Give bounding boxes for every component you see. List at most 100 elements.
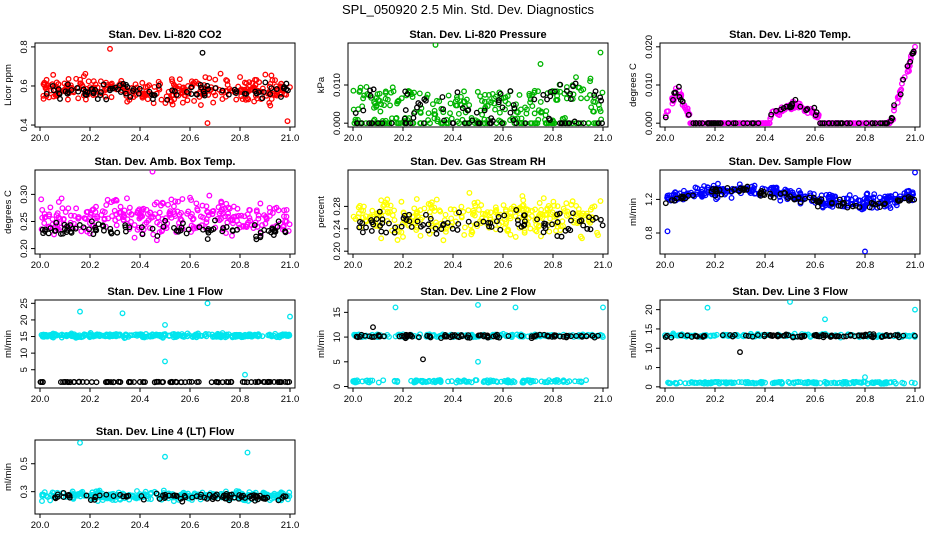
data-point bbox=[117, 491, 124, 498]
data-point bbox=[204, 208, 211, 215]
data-point bbox=[498, 378, 505, 385]
data-point bbox=[189, 333, 196, 340]
data-point bbox=[72, 225, 79, 232]
data-point bbox=[886, 379, 893, 386]
data-point bbox=[743, 186, 750, 193]
data-point bbox=[151, 201, 158, 208]
data-point bbox=[772, 188, 779, 194]
data-point bbox=[684, 108, 691, 115]
data-point bbox=[401, 115, 408, 122]
data-point bbox=[197, 102, 204, 109]
data-point bbox=[172, 213, 179, 220]
data-point bbox=[579, 235, 585, 242]
data-point bbox=[431, 107, 438, 114]
data-point bbox=[535, 116, 542, 123]
data-point bbox=[892, 191, 899, 198]
data-point bbox=[871, 191, 878, 198]
data-point bbox=[597, 216, 604, 223]
data-point bbox=[840, 333, 847, 340]
outlier-point bbox=[475, 301, 481, 308]
data-point bbox=[417, 331, 423, 338]
x-tick-label: 21.0 bbox=[906, 133, 925, 144]
point-layer bbox=[662, 43, 918, 127]
data-point bbox=[228, 378, 235, 385]
data-point bbox=[789, 100, 795, 107]
data-point bbox=[543, 120, 550, 127]
data-point bbox=[728, 188, 735, 195]
data-point bbox=[578, 95, 584, 102]
data-point bbox=[40, 230, 47, 237]
data-point bbox=[492, 332, 499, 339]
data-point bbox=[285, 227, 292, 234]
data-point bbox=[380, 203, 387, 209]
data-point bbox=[518, 332, 525, 339]
outlier-point bbox=[162, 358, 168, 365]
data-point bbox=[131, 234, 138, 241]
data-point bbox=[767, 193, 774, 200]
data-point bbox=[231, 86, 238, 93]
data-point bbox=[473, 109, 480, 116]
data-point bbox=[427, 215, 434, 222]
panel-title: Stan. Dev. Line 1 Flow bbox=[107, 286, 223, 298]
data-point bbox=[266, 331, 273, 338]
data-point bbox=[770, 332, 777, 339]
y-tick-label: 10 bbox=[19, 348, 30, 359]
data-point bbox=[746, 120, 753, 127]
x-tick-label: 20.8 bbox=[231, 260, 250, 271]
point-layer bbox=[38, 170, 293, 244]
data-point bbox=[459, 105, 466, 112]
data-point bbox=[414, 104, 420, 111]
data-point bbox=[282, 493, 289, 500]
data-point bbox=[57, 215, 64, 222]
data-point bbox=[787, 187, 794, 194]
data-point bbox=[689, 379, 696, 386]
data-point bbox=[89, 489, 96, 496]
data-point bbox=[506, 213, 513, 220]
data-point bbox=[51, 227, 58, 234]
data-point bbox=[62, 209, 69, 216]
data-point bbox=[495, 97, 502, 104]
data-point bbox=[237, 74, 244, 81]
data-point bbox=[823, 379, 830, 386]
data-point bbox=[564, 208, 571, 215]
data-point bbox=[394, 237, 401, 243]
data-point bbox=[281, 83, 288, 90]
data-point bbox=[540, 229, 547, 236]
y-tick-label: 5 bbox=[644, 365, 655, 370]
data-point bbox=[901, 195, 908, 202]
data-point bbox=[473, 377, 480, 384]
outlier-point bbox=[664, 228, 671, 235]
data-point bbox=[404, 333, 410, 340]
data-point bbox=[682, 380, 689, 387]
outlier-point bbox=[912, 170, 918, 176]
x-tick-label: 20.4 bbox=[756, 133, 775, 144]
data-point bbox=[286, 221, 293, 228]
data-point bbox=[175, 198, 181, 205]
data-point bbox=[832, 193, 839, 200]
data-point bbox=[420, 222, 427, 228]
y-axis-label: ml/min bbox=[3, 330, 14, 358]
data-point bbox=[447, 206, 454, 213]
x-tick-label: 20.6 bbox=[181, 260, 200, 271]
data-point bbox=[80, 224, 87, 231]
data-point bbox=[468, 231, 475, 238]
page-title: SPL_050920 2.5 Min. Std. Dev. Diagnostic… bbox=[342, 2, 594, 17]
outlier-point bbox=[199, 49, 206, 56]
panel-title: Stan. Dev. Li-820 Pressure bbox=[409, 29, 546, 41]
data-point bbox=[519, 378, 526, 385]
data-point bbox=[184, 330, 191, 337]
data-point bbox=[526, 90, 533, 97]
data-point bbox=[117, 89, 124, 95]
data-point bbox=[843, 380, 850, 387]
data-point bbox=[751, 380, 758, 387]
data-point bbox=[224, 77, 231, 84]
data-point bbox=[584, 225, 591, 232]
data-point bbox=[508, 205, 515, 212]
data-point bbox=[251, 222, 258, 229]
data-point bbox=[273, 86, 280, 93]
data-point bbox=[500, 94, 507, 101]
data-point bbox=[253, 207, 260, 214]
data-point bbox=[563, 200, 570, 207]
data-point bbox=[522, 120, 529, 127]
plot-frame bbox=[347, 169, 609, 255]
